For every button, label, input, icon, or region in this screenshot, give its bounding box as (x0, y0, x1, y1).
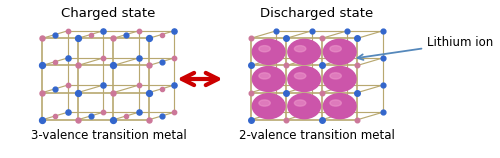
Point (110, 37, 118, 40)
Point (135, 57, 143, 59)
Ellipse shape (259, 100, 270, 106)
Point (51, 33, 59, 36)
Ellipse shape (252, 67, 285, 91)
Point (282, 118, 290, 121)
Point (145, 37, 153, 40)
Ellipse shape (294, 46, 306, 52)
Point (74, 37, 82, 40)
Point (135, 30, 143, 32)
Point (51, 88, 59, 90)
Point (379, 57, 387, 59)
Point (100, 57, 108, 59)
Ellipse shape (324, 94, 356, 119)
Point (354, 64, 362, 67)
Point (318, 37, 326, 40)
Point (86, 115, 94, 117)
Ellipse shape (259, 73, 270, 79)
Ellipse shape (252, 39, 285, 64)
Point (122, 115, 130, 117)
Point (64, 111, 72, 113)
Point (145, 118, 153, 121)
Point (344, 84, 351, 86)
Ellipse shape (259, 46, 270, 52)
Point (64, 57, 72, 59)
Point (308, 57, 316, 59)
Point (247, 118, 255, 121)
Point (247, 37, 255, 40)
Point (272, 111, 280, 113)
Text: 3-valence transition metal: 3-valence transition metal (30, 129, 186, 142)
Point (158, 33, 166, 36)
Point (122, 33, 130, 36)
Point (170, 111, 178, 113)
Point (272, 30, 280, 32)
Text: Lithium ion: Lithium ion (358, 36, 493, 60)
Ellipse shape (324, 39, 356, 64)
Point (170, 30, 178, 32)
Point (379, 30, 387, 32)
Point (110, 64, 118, 67)
Point (100, 84, 108, 86)
Point (74, 64, 82, 67)
Point (318, 91, 326, 94)
Point (247, 91, 255, 94)
Point (145, 91, 153, 94)
Point (64, 84, 72, 86)
Text: Discharged state: Discharged state (260, 7, 374, 20)
Ellipse shape (330, 46, 342, 52)
Ellipse shape (288, 39, 320, 64)
Point (158, 115, 166, 117)
Text: Charged state: Charged state (61, 7, 156, 20)
Point (282, 64, 290, 67)
Ellipse shape (330, 100, 342, 106)
Ellipse shape (294, 73, 306, 79)
Point (318, 64, 326, 67)
Point (158, 60, 166, 63)
Point (379, 111, 387, 113)
Point (135, 111, 143, 113)
Point (308, 30, 316, 32)
Ellipse shape (252, 94, 285, 119)
Point (354, 118, 362, 121)
Point (38, 91, 46, 94)
Point (158, 88, 166, 90)
Point (170, 84, 178, 86)
Point (86, 33, 94, 36)
Point (100, 111, 108, 113)
Point (354, 37, 362, 40)
Point (100, 30, 108, 32)
Point (145, 64, 153, 67)
Point (354, 91, 362, 94)
Point (38, 37, 46, 40)
Text: 2-valence transition metal: 2-valence transition metal (239, 129, 395, 142)
Point (38, 118, 46, 121)
Ellipse shape (330, 73, 342, 79)
Point (272, 57, 280, 59)
Point (344, 57, 351, 59)
Point (318, 118, 326, 121)
Point (308, 84, 316, 86)
Point (74, 91, 82, 94)
Point (247, 64, 255, 67)
Ellipse shape (288, 94, 320, 119)
Point (344, 111, 351, 113)
Point (282, 37, 290, 40)
Point (110, 118, 118, 121)
Point (344, 30, 351, 32)
Point (74, 118, 82, 121)
Point (38, 64, 46, 67)
Point (379, 84, 387, 86)
Point (170, 57, 178, 59)
Point (51, 60, 59, 63)
Ellipse shape (324, 67, 356, 91)
Ellipse shape (294, 100, 306, 106)
Point (110, 91, 118, 94)
Point (135, 84, 143, 86)
Point (282, 91, 290, 94)
Point (272, 84, 280, 86)
Ellipse shape (288, 67, 320, 91)
Point (64, 30, 72, 32)
Point (308, 111, 316, 113)
Point (51, 115, 59, 117)
